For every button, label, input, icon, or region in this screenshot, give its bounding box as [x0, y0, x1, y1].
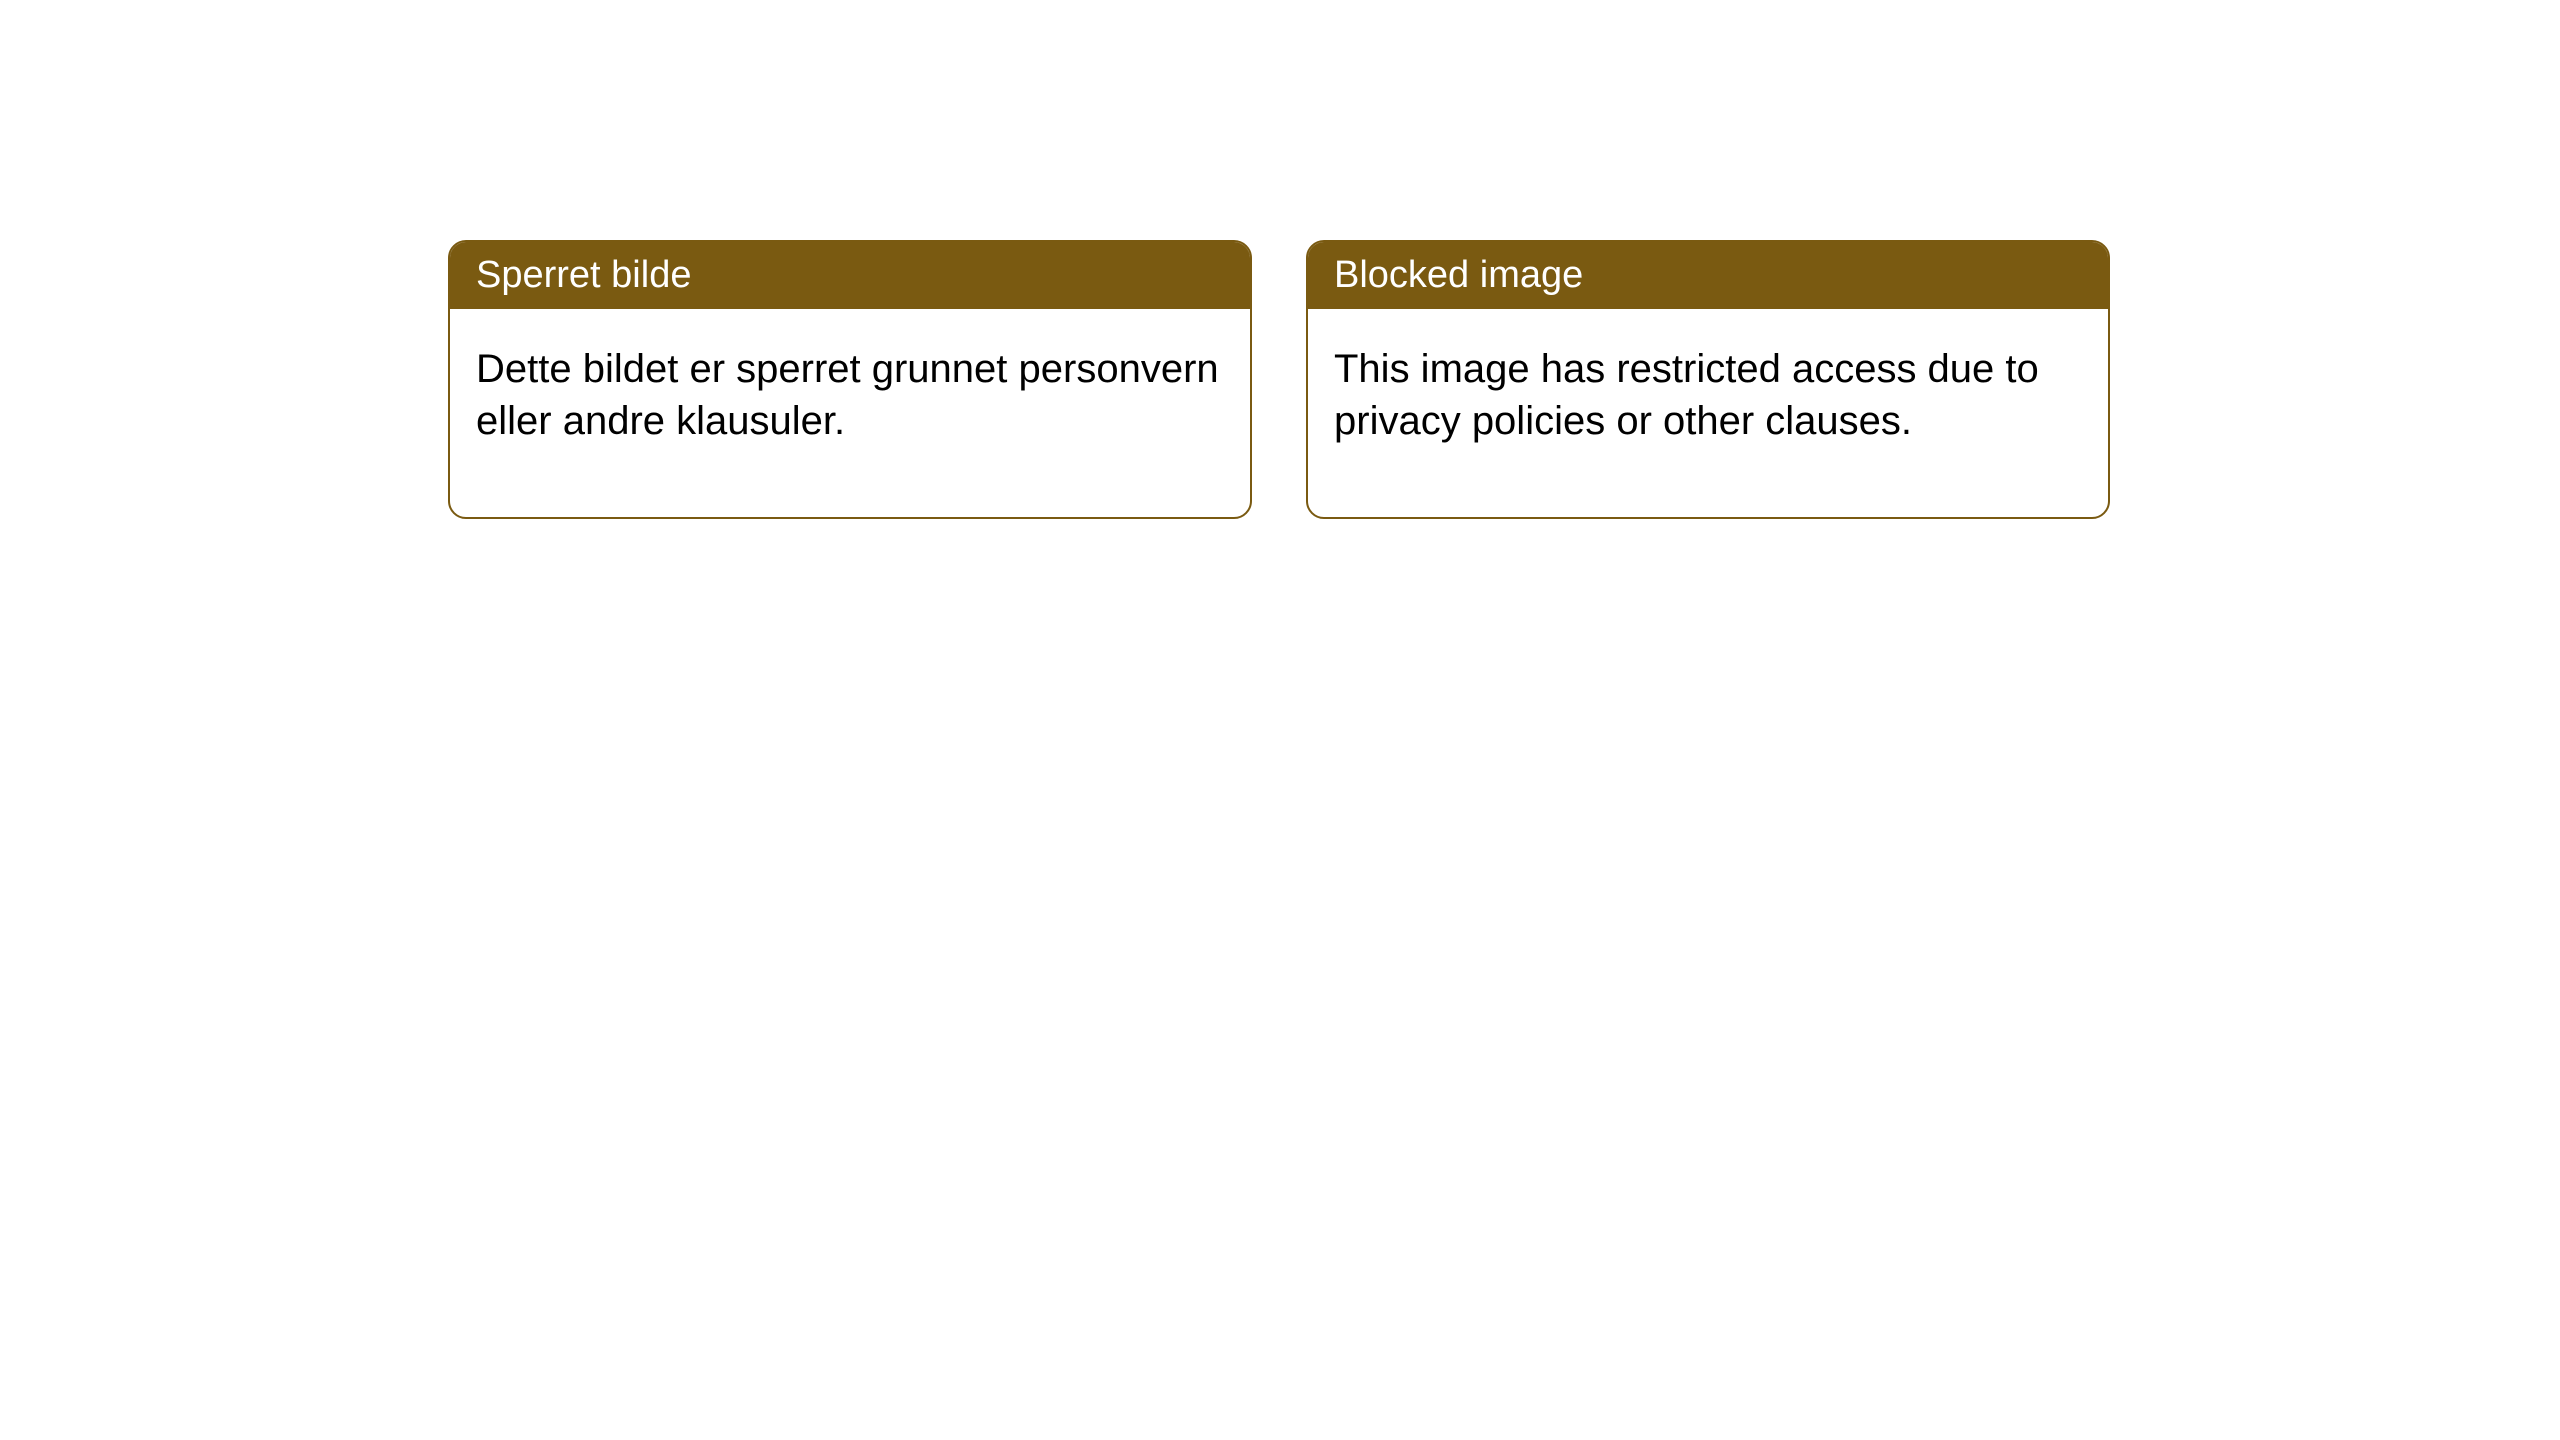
cards-container: Sperret bilde Dette bildet er sperret gr… — [0, 0, 2560, 519]
card-body-text: This image has restricted access due to … — [1334, 347, 2039, 443]
card-title: Blocked image — [1334, 254, 1583, 296]
card-title: Sperret bilde — [476, 254, 691, 296]
card-body-norwegian: Dette bildet er sperret grunnet personve… — [450, 309, 1250, 517]
card-english: Blocked image This image has restricted … — [1306, 240, 2110, 519]
card-body-text: Dette bildet er sperret grunnet personve… — [476, 347, 1219, 443]
card-header-norwegian: Sperret bilde — [450, 242, 1250, 309]
card-norwegian: Sperret bilde Dette bildet er sperret gr… — [448, 240, 1252, 519]
card-body-english: This image has restricted access due to … — [1308, 309, 2108, 517]
card-header-english: Blocked image — [1308, 242, 2108, 309]
